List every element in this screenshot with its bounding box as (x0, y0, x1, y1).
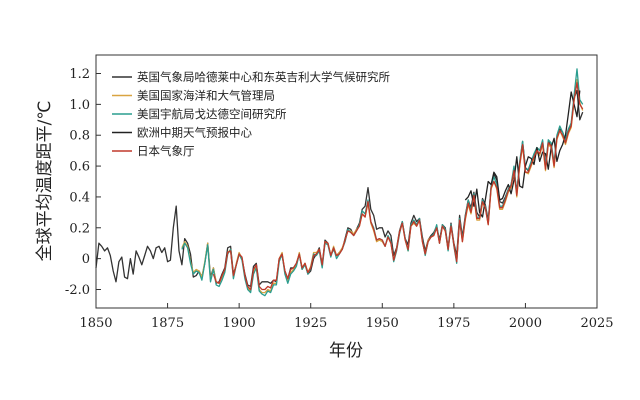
x-tick-label: 1875 (151, 316, 184, 331)
legend-label: 日本气象厅 (137, 144, 195, 158)
legend-label: 欧洲中期天气预报中心 (137, 126, 252, 140)
x-tick-label: 1850 (79, 316, 112, 331)
y-tick-label: 0.6 (69, 160, 90, 175)
y-axis-title: 全球平均温度距平/℃ (35, 101, 55, 262)
y-tick-label: 0.2 (69, 221, 90, 236)
y-tick-label: 1.2 (69, 67, 90, 82)
x-tick-label: 1925 (294, 316, 327, 331)
x-axis-title: 年份 (329, 341, 363, 361)
x-tick-label: 1950 (366, 316, 399, 331)
y-tick-label: 1.0 (69, 98, 90, 113)
y-tick-label: 0.4 (69, 190, 90, 205)
series-layer (95, 68, 584, 297)
y-tick-label: 0 (82, 252, 90, 267)
x-tick-label: 2025 (580, 316, 613, 331)
x-tick-label: 1900 (223, 316, 256, 331)
plot-frame (95, 54, 598, 309)
y-axis: 1.2 1.0 0.8 0.6 0.4 0.2 0 -2.0 (65, 67, 101, 298)
x-axis: 1850 1875 1900 1925 1950 1975 2000 2025 (79, 303, 614, 331)
legend: 英国气象局哈德莱中心和东英吉利大学气候研究所美国国家海洋和大气管理局美国宇航局戈… (112, 70, 390, 158)
y-tick-label: -2.0 (65, 283, 90, 298)
legend-label: 英国气象局哈德莱中心和东英吉利大学气候研究所 (137, 70, 390, 84)
series-line-5 (212, 82, 584, 291)
legend-label: 美国国家海洋和大气管理局 (137, 89, 275, 103)
y-tick-label: 0.8 (69, 129, 90, 144)
x-tick-label: 1975 (437, 316, 470, 331)
series-line-3 (181, 68, 584, 297)
x-tick-label: 2000 (509, 316, 542, 331)
legend-label: 美国宇航局戈达德空间研究所 (137, 107, 287, 121)
